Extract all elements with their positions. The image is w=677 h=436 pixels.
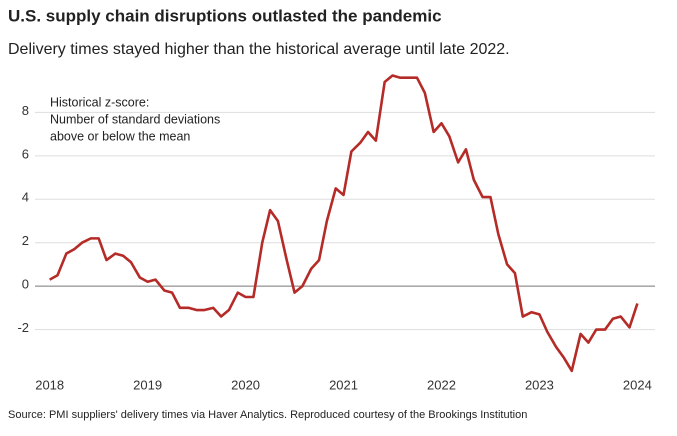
x-tick-label: 2018 — [35, 377, 64, 392]
x-tick-label: 2023 — [525, 377, 554, 392]
y-tick-label: 8 — [22, 103, 29, 118]
chart-title: U.S. supply chain disruptions outlasted … — [8, 6, 442, 25]
y-tick-label: -2 — [17, 320, 29, 335]
annotation: Historical z-score: — [50, 95, 149, 109]
y-tick-label: 2 — [22, 233, 29, 248]
x-tick-label: 2020 — [231, 377, 260, 392]
x-tick-label: 2024 — [623, 377, 652, 392]
x-tick-label: 2021 — [329, 377, 358, 392]
source: Source: PMI suppliers' delivery times vi… — [8, 409, 527, 421]
y-tick-label: 0 — [22, 277, 29, 292]
x-tick-label: 2019 — [133, 377, 162, 392]
annotation: above or below the mean — [50, 129, 190, 143]
annotation: Number of standard deviations — [50, 112, 220, 126]
y-tick-label: 6 — [22, 146, 29, 161]
chart-subtitle: Delivery times stayed higher than the hi… — [8, 41, 510, 58]
data-line — [49, 74, 639, 373]
y-tick-label: 4 — [22, 190, 29, 205]
x-tick-label: 2022 — [427, 377, 456, 392]
